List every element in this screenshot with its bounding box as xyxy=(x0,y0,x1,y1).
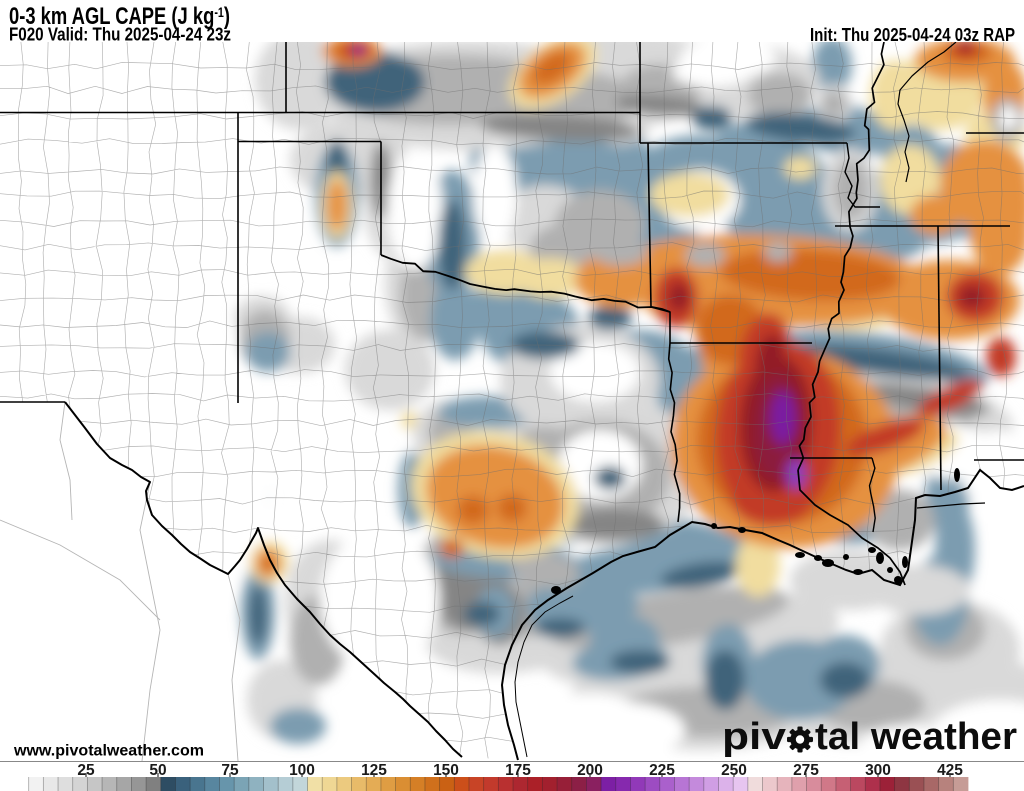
svg-text:Init: Thu 2025-04-24 03z RAP: Init: Thu 2025-04-24 03z RAP xyxy=(810,25,1015,45)
svg-text:piv: piv xyxy=(722,716,786,758)
svg-text:F020 Valid: Thu 2025-04-24 23z: F020 Valid: Thu 2025-04-24 23z xyxy=(9,25,231,45)
svg-text:75: 75 xyxy=(221,762,239,779)
svg-text:25: 25 xyxy=(77,762,95,779)
svg-text:425: 425 xyxy=(937,762,963,779)
svg-text:www.pivotalweather.com: www.pivotalweather.com xyxy=(13,743,204,760)
svg-text:250: 250 xyxy=(721,762,747,779)
svg-text:275: 275 xyxy=(793,762,819,779)
svg-text:300: 300 xyxy=(865,762,891,779)
svg-text:150: 150 xyxy=(433,762,459,779)
svg-text:175: 175 xyxy=(505,762,531,779)
svg-text:200: 200 xyxy=(577,762,603,779)
svg-text:0-3 km AGL CAPE (J kg-1): 0-3 km AGL CAPE (J kg-1) xyxy=(9,3,230,30)
svg-text:225: 225 xyxy=(649,762,675,779)
svg-text:125: 125 xyxy=(361,762,387,779)
svg-text:50: 50 xyxy=(149,762,166,779)
svg-text:100: 100 xyxy=(289,762,315,779)
svg-text:tal weather: tal weather xyxy=(815,716,1017,758)
